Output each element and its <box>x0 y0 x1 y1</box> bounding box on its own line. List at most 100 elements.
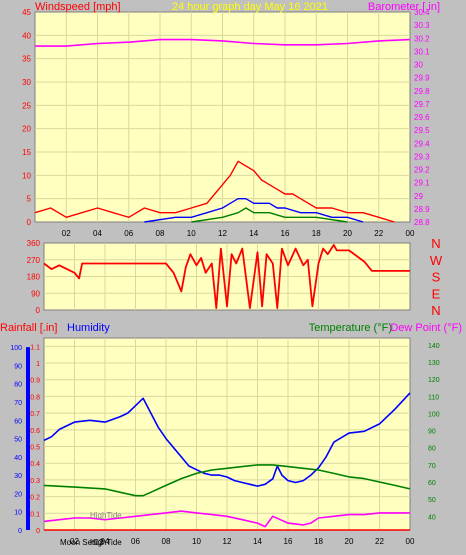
direction-tick-label: 180 <box>27 273 41 282</box>
humidity-tick-label: 30 <box>14 473 22 480</box>
barometer-tick-label: 30.1 <box>414 47 430 56</box>
barometer-tick-label: 29.6 <box>414 113 430 122</box>
rainfall-tick-label: 0.9 <box>30 378 40 385</box>
rainfall-tick-label: 0.2 <box>30 495 40 502</box>
time-tick-label: 18 <box>314 537 323 546</box>
wind-avg-line <box>191 207 348 223</box>
barometer-tick-label: 29.1 <box>414 179 430 188</box>
temperature-tick-label: 90 <box>428 429 436 436</box>
rainfall-tick-label: 0.6 <box>30 428 40 435</box>
temperature-tick-label: 130 <box>428 360 440 367</box>
windspeed-tick-label: 45 <box>22 8 31 17</box>
humidity-tick-label: 100 <box>10 345 22 352</box>
humidity-tick-label: 50 <box>14 437 22 444</box>
humidity-scale-bar <box>26 347 30 530</box>
barometer-tick-label: 29.3 <box>414 152 430 161</box>
time-tick-label: 02 <box>70 537 79 546</box>
time-tick-label: 12 <box>223 537 232 546</box>
barometer-tick-label: 29.5 <box>414 126 430 135</box>
barometer-tick-label: 28.8 <box>414 218 430 227</box>
barometer-tick-label: 28.9 <box>414 205 430 214</box>
rainfall-tick-label: 0.4 <box>30 461 40 468</box>
barometer-tick-label: 29.7 <box>414 100 430 109</box>
humidity-line <box>43 392 411 487</box>
direction-tick-label: 90 <box>31 289 40 298</box>
time-tick-label: 02 <box>62 229 71 238</box>
humidity-tick-label: 60 <box>14 418 22 425</box>
barometer-tick-label: 29 <box>414 192 423 201</box>
windspeed-tick-label: 25 <box>22 101 31 110</box>
humidity-tick-label: 10 <box>14 510 22 517</box>
time-tick-label: 12 <box>218 229 227 238</box>
direction-tick-label: 360 <box>27 239 41 248</box>
windspeed-tick-label: 15 <box>22 148 31 157</box>
time-tick-label: 10 <box>192 537 201 546</box>
dew-point-line <box>43 510 410 528</box>
dewpoint-axis-label: Dew Point (°F) <box>390 322 462 334</box>
high-tide-annotation-2: HighTide <box>90 538 122 547</box>
humidity-tick-label: 90 <box>14 363 22 370</box>
windspeed-axis-label: Windspeed [mph] <box>35 1 121 13</box>
barometer-tick-label: 30.3 <box>414 21 430 30</box>
humidity-tick-label: 40 <box>14 455 22 462</box>
barometer-tick-label: 30.4 <box>414 8 430 17</box>
time-tick-label: 20 <box>345 537 354 546</box>
time-tick-label: 00 <box>406 537 415 546</box>
rainfall-tick-label: 1.1 <box>30 344 40 351</box>
direction-tick-label: 0 <box>36 306 41 315</box>
windspeed-axis-ticks: 0 5 10 15 20 25 30 35 40 45 02 04 06 08 10 12 14 16 18 20 22… <box>22 8 415 238</box>
humidity-tick-label: 20 <box>14 491 22 498</box>
rainfall-tick-label: 1 <box>36 361 40 368</box>
barometer-line <box>35 38 411 47</box>
high-tide-annotation-1: HighTide <box>90 511 122 520</box>
barometer-axis-ticks: 28.8 28.9 29 29.1 29.2 29.3 29.4 29.5 29.6 29.7 29… <box>414 8 430 227</box>
temperature-tick-label: 40 <box>428 514 436 521</box>
windspeed-tick-label: 30 <box>22 78 31 87</box>
temperature-tick-label: 120 <box>428 377 440 384</box>
rainfall-axis-ticks: 0 0.1 0.2 0.3 0.4 0.5 0.6 0.7 0.8 0.9 1 1.1 <box>30 344 40 535</box>
wind-gust-line <box>34 160 395 223</box>
windspeed-tick-label: 35 <box>22 55 31 64</box>
rainfall-axis-label: Rainfall [.in] <box>0 322 57 334</box>
wind-direction-grid <box>44 243 410 310</box>
humidity-tick-label: 70 <box>14 400 22 407</box>
time-tick-label: 04 <box>101 537 110 546</box>
rainfall-tick-label: 0.8 <box>30 394 40 401</box>
time-tick-label: 22 <box>375 537 384 546</box>
time-tick-label: 14 <box>249 229 258 238</box>
temperature-tick-label: 110 <box>428 394 439 401</box>
rainfall-tick-label: 0.1 <box>30 511 40 518</box>
chart-title: 24 hour graph day May 16 2021 <box>172 1 328 13</box>
barometer-tick-label: 29.9 <box>414 74 430 83</box>
humidity-tick-label: 80 <box>14 382 22 389</box>
time-tick-label: 20 <box>343 229 352 238</box>
temperature-tick-label: 60 <box>428 480 436 487</box>
temperature-tick-label: 100 <box>428 411 440 418</box>
direction-tick-label: 270 <box>27 256 41 265</box>
temperature-axis-label: Temperature (°F) <box>309 322 392 334</box>
barometer-tick-label: 30.2 <box>414 34 430 43</box>
time-tick-label: 16 <box>284 537 293 546</box>
time-tick-label: 08 <box>156 229 165 238</box>
rain-humidity-temp-series <box>43 392 411 531</box>
rainfall-tick-label: 0.3 <box>30 478 40 485</box>
wind-barometer-panel: 0 5 10 15 20 25 30 35 40 45 02 04 06 08 10 12 14 16 18 20 22… <box>22 1 440 238</box>
windspeed-tick-label: 10 <box>22 171 31 180</box>
temperature-tick-label: 50 <box>428 497 436 504</box>
time-tick-label: 10 <box>187 229 196 238</box>
humidity-axis-ticks: 0 10 20 30 40 50 60 70 80 90 100 <box>10 345 30 535</box>
time-tick-label: 06 <box>124 229 133 238</box>
rainfall-tick-label: 0 <box>36 528 40 535</box>
windspeed-tick-label: 0 <box>27 218 32 227</box>
temperature-tick-label: 140 <box>428 343 440 350</box>
time-tick-label: 22 <box>374 229 383 238</box>
time-tick-label: 00 <box>406 229 415 238</box>
time-tick-label: 04 <box>93 229 102 238</box>
wind-direction-line <box>43 243 410 310</box>
time-tick-label: 18 <box>312 229 321 238</box>
moon-set-annotation: Moon Set02 <box>60 538 104 547</box>
